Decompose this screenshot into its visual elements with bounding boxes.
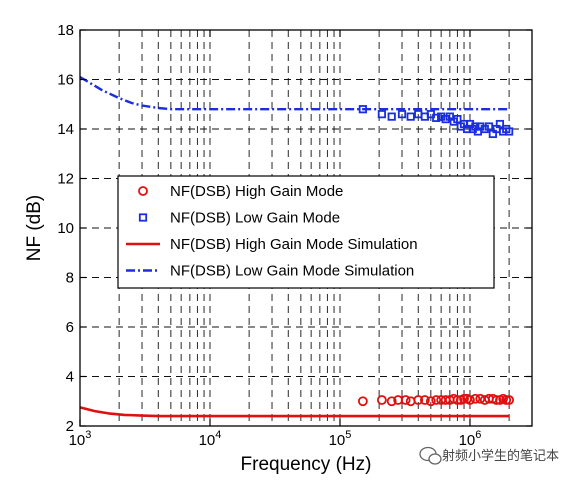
data-point	[138, 213, 148, 222]
y-tick-label: 6	[66, 319, 74, 336]
data-point	[397, 110, 407, 119]
data-layer	[79, 75, 515, 418]
data-point	[377, 110, 386, 119]
y-tick-label: 4	[66, 369, 74, 386]
data-point	[495, 119, 505, 129]
data-point	[400, 395, 411, 405]
legend: NF(DSB) High Gain Mode NF(DSB) Low Gain M…	[117, 175, 495, 289]
x-tick-label: 105	[329, 429, 352, 449]
y-tick-label: 14	[57, 121, 74, 138]
data-point	[406, 112, 415, 121]
y-tick-label: 12	[57, 171, 74, 188]
data-point	[452, 395, 463, 405]
y-tick-label: 8	[66, 270, 74, 287]
data-point	[357, 396, 368, 407]
data-point	[505, 127, 514, 136]
data-point	[431, 395, 442, 405]
data-point	[453, 115, 462, 124]
x-tick-label: 104	[199, 429, 222, 449]
axis-layer: 2 4 6 8 10 12 14 16 18 103 104 105 106	[57, 22, 532, 449]
series-line	[79, 75, 510, 111]
data-point	[470, 393, 481, 404]
data-point	[413, 395, 424, 405]
data-point	[465, 395, 475, 405]
data-point	[358, 105, 367, 114]
data-point	[504, 395, 515, 405]
data-point	[432, 113, 441, 122]
watermark-text: 射频小学生的笔记本	[442, 448, 559, 464]
y-axis-title: NF (dB)	[24, 195, 45, 262]
data-point	[459, 393, 469, 404]
data-point	[376, 395, 387, 405]
series-line	[79, 406, 510, 418]
y-tick-label: 10	[57, 220, 74, 237]
y-tick-label: 18	[57, 22, 74, 39]
data-point	[419, 395, 430, 405]
data-point	[425, 396, 436, 407]
data-point	[386, 396, 397, 407]
x-tick-label: 103	[69, 429, 92, 449]
legend-label: NF(DSB) High Gain Mode	[170, 183, 343, 200]
y-tick-label: 2	[66, 418, 74, 435]
data-point	[491, 395, 502, 405]
data-point	[387, 112, 396, 121]
legend-label: NF(DSB) Low Gain Mode	[170, 210, 340, 227]
legend-label: NF(DSB) High Gain Mode Simulation	[170, 236, 418, 253]
x-axis-title: Frequency (Hz)	[241, 454, 372, 475]
data-point	[484, 122, 494, 131]
y-tick-label: 16	[57, 72, 74, 89]
watermark: 射频小学生的笔记本	[419, 446, 559, 465]
data-point	[501, 395, 512, 405]
wechat-bubble-icon	[419, 446, 442, 465]
x-tick-label: 106	[459, 429, 482, 449]
data-point	[138, 186, 148, 196]
legend-label: NF(DSB) Low Gain Mode Simulation	[170, 263, 414, 280]
legend-box	[117, 175, 495, 289]
